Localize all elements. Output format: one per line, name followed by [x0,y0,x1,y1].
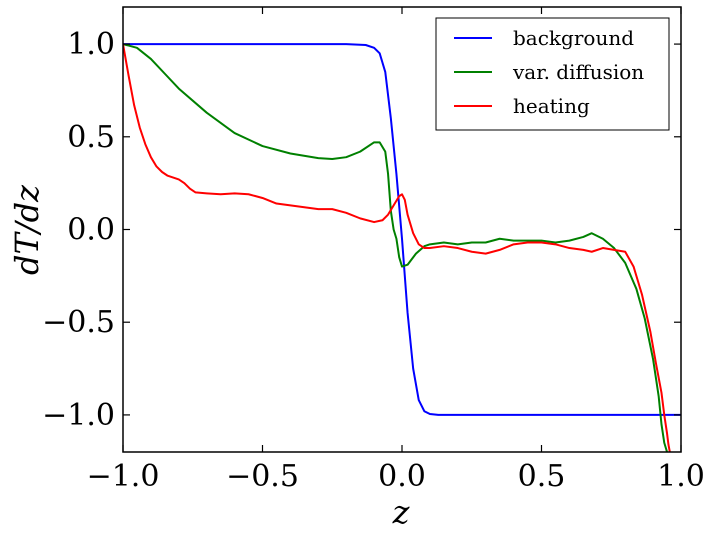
x-tick-label: −1.0 [87,459,160,494]
legend: background var. diffusion heating [435,17,670,131]
series-layer [123,43,681,452]
legend-label-1: var. diffusion [512,60,644,84]
y-axis-label: dT/dz [8,184,46,275]
y-tick-label: −0.5 [42,305,115,340]
legend-label-0: background [513,26,634,50]
ticks-layer: −1.0 −0.5 0.0 0.5 1.0 1.0 0.5 0.0 −0.5 −1.0 [42,7,705,494]
y-tick-label: 0.5 [67,120,115,155]
legend-label-2: heating [513,94,590,118]
legend-frame [435,17,670,131]
x-tick-label: 0.5 [518,459,566,494]
x-axis-label: z [392,493,411,531]
y-tick-label: 0.0 [67,213,115,248]
x-tick-label: 0.0 [378,459,426,494]
x-tick-label: −0.5 [226,459,299,494]
series-line-2 [123,43,671,452]
series-line-0 [123,43,681,416]
y-tick-label: 1.0 [67,27,115,62]
x-tick-label: 1.0 [657,459,705,494]
y-tick-label: −1.0 [42,398,115,433]
